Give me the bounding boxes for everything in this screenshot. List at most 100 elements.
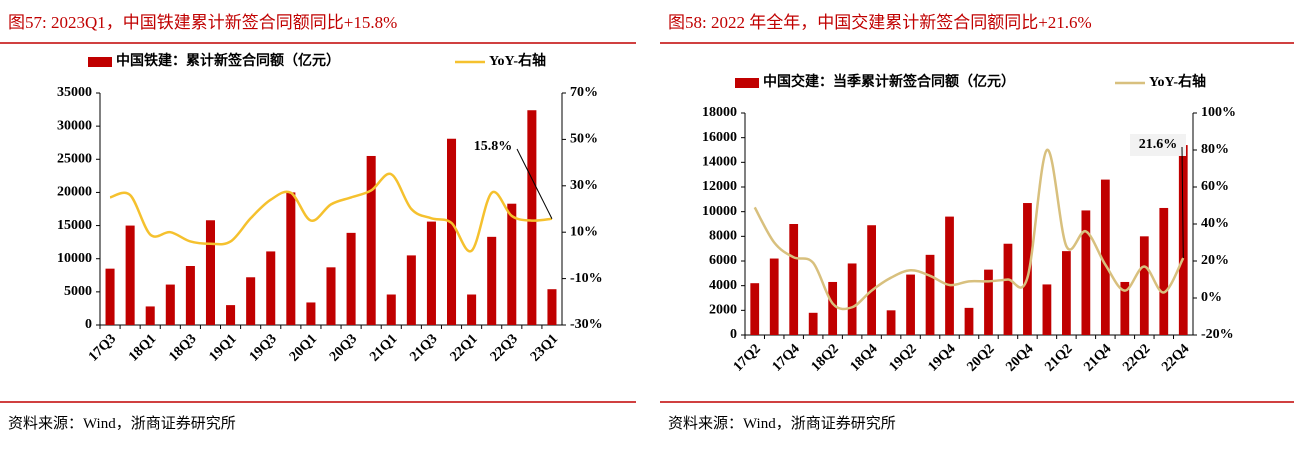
annotation-leader [516, 148, 553, 219]
bar [487, 236, 497, 325]
x-tick-label: 21Q3 [407, 331, 440, 364]
y2-tick-label: 10% [570, 224, 598, 239]
x-tick-label: 21Q1 [367, 331, 400, 364]
bar [867, 225, 876, 335]
y-tick-label: 0 [85, 317, 92, 332]
x-tick-label: 17Q2 [731, 341, 764, 374]
x-tick-label: 20Q4 [1003, 341, 1036, 374]
y-tick-label: 15000 [57, 218, 92, 233]
y-tick-label: 25000 [57, 152, 92, 167]
bar [1042, 284, 1052, 335]
x-tick-label: 19Q3 [247, 331, 280, 364]
bar [346, 232, 356, 325]
bar [828, 281, 838, 335]
bar [145, 306, 155, 325]
bar [205, 220, 215, 325]
bar [266, 251, 276, 325]
y-tick-label: 10000 [702, 204, 737, 219]
annotation: 15.8% [474, 139, 513, 154]
bar [769, 258, 779, 335]
legend-label: YoY-右轴 [1149, 73, 1206, 90]
bar [306, 302, 316, 325]
bar [366, 155, 376, 325]
bar [945, 216, 954, 335]
x-tick-label: 20Q2 [964, 341, 997, 374]
y-tick-label: 2000 [709, 303, 737, 318]
x-tick-label: 23Q1 [528, 331, 561, 364]
y-tick-label: 6000 [709, 253, 737, 268]
y2-tick-label: 50% [570, 132, 598, 147]
y-tick-label: 35000 [57, 85, 92, 100]
legend-label: YoY-右轴 [489, 52, 546, 69]
legend-swatch [735, 78, 759, 88]
y2-tick-label: -10% [570, 271, 603, 286]
y2-tick-label: 30% [570, 178, 598, 193]
bar [467, 294, 477, 325]
y2-tick-label: 70% [570, 85, 598, 100]
bar [165, 284, 175, 325]
bar [1139, 236, 1149, 335]
annotation-box [1130, 134, 1186, 156]
x-tick-label: 17Q4 [770, 341, 803, 374]
bar [1159, 207, 1169, 335]
bar [808, 312, 818, 335]
bar [1062, 251, 1071, 335]
y2-tick-label: 20% [1201, 253, 1229, 268]
x-tick-label: 18Q4 [848, 341, 881, 374]
bar [964, 307, 974, 335]
bar [507, 203, 517, 325]
annotation: 21.6% [1139, 137, 1178, 152]
chart-title: 图57: 2023Q1，中国铁建累计新签合同额同比+15.8% [8, 13, 397, 32]
x-tick-label: 17Q3 [86, 331, 119, 364]
x-tick-label: 21Q2 [1042, 341, 1075, 374]
x-tick-label: 22Q2 [1120, 341, 1153, 374]
legend-label: 中国铁建：累计新签合同额（亿元） [116, 52, 340, 69]
yoy-line [109, 172, 553, 253]
bar [886, 310, 896, 335]
y-tick-label: 12000 [702, 179, 737, 194]
source: 资料来源：Wind，浙商证券研究所 [668, 415, 896, 432]
bar [547, 289, 557, 325]
bar [847, 263, 857, 335]
x-tick-label: 22Q4 [1159, 341, 1192, 374]
x-tick-label: 19Q1 [207, 331, 240, 364]
yoy-line [753, 148, 1185, 311]
x-tick-label: 19Q4 [925, 341, 958, 374]
x-tick-label: 18Q1 [126, 331, 159, 364]
bar [426, 221, 436, 325]
x-tick-label: 22Q3 [488, 331, 521, 364]
bar [984, 269, 993, 335]
bar [1100, 179, 1110, 335]
bar [925, 254, 935, 335]
bar [750, 283, 760, 335]
y-tick-label: 5000 [64, 284, 92, 299]
y-tick-label: 18000 [702, 105, 737, 120]
bar [386, 294, 396, 325]
y-tick-label: 10000 [57, 251, 92, 266]
bar [906, 274, 915, 335]
source: 资料来源：Wind，浙商证券研究所 [8, 415, 236, 432]
bar [789, 224, 799, 335]
bar [1023, 203, 1032, 335]
bar [527, 110, 537, 325]
bar [185, 266, 195, 325]
y2-tick-label: 0% [1201, 290, 1222, 305]
x-tick-label: 22Q1 [448, 331, 481, 364]
bar [246, 277, 256, 325]
bar [406, 255, 416, 325]
y2-tick-label: 80% [1201, 142, 1229, 157]
y-tick-label: 4000 [709, 278, 737, 293]
legend-label: 中国交建：当季累计新签合同额（亿元） [763, 73, 1015, 90]
bar [1003, 243, 1013, 335]
y-tick-label: 0 [730, 327, 737, 342]
bar [105, 268, 115, 325]
annotation-leader [1181, 146, 1184, 259]
bar [1120, 281, 1130, 335]
chart-title: 图58: 2022 年全年，中国交建累计新签合同额同比+21.6% [668, 13, 1092, 32]
y2-tick-label: 60% [1201, 179, 1229, 194]
bar [1081, 210, 1091, 335]
y-tick-label: 16000 [702, 130, 737, 145]
bar [326, 267, 336, 325]
y2-tick-label: 40% [1201, 216, 1229, 231]
